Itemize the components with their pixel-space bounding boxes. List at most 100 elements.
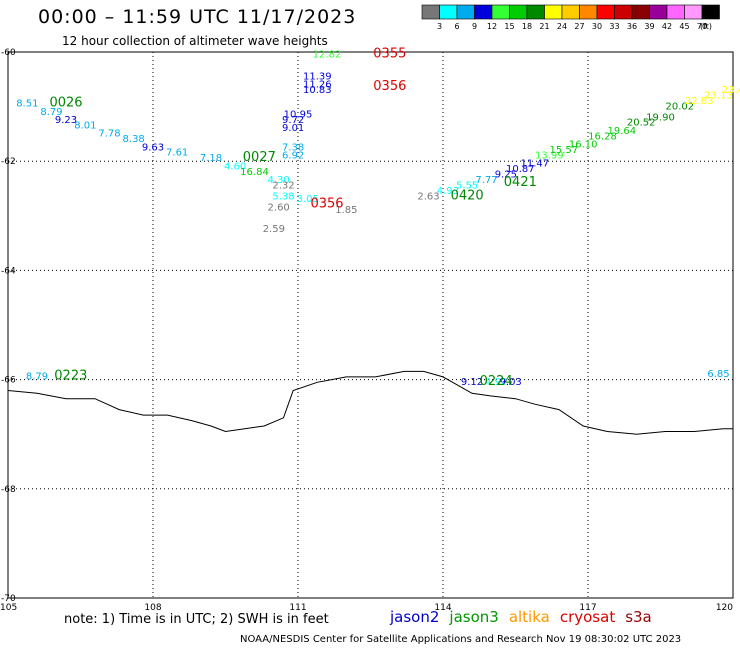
wave-height-label: 9.63 (142, 142, 164, 153)
color-scale-swatch (456, 4, 475, 20)
coastline-path (7, 370, 733, 435)
wave-height-label: 22.83 (685, 96, 714, 107)
wave-height-label: 7.61 (166, 148, 188, 159)
color-scale-swatch (649, 4, 668, 20)
wave-height-label: 5.55 (456, 181, 478, 192)
wave-height-label: 4.93 (437, 186, 459, 197)
wave-height-label: 2.63 (417, 191, 439, 202)
satellite-legend-item: cryosat (559, 608, 616, 626)
wave-height-label: 20.02 (666, 101, 695, 112)
wave-height-label: 15.57 (550, 145, 579, 156)
wave-height-label: 7.38 (282, 142, 304, 153)
color-scale-swatch (666, 4, 685, 20)
wave-height-label: 7.77 (475, 175, 497, 186)
wave-height-label: 3.05 (297, 194, 319, 205)
satellite-legend-item: jason2 (390, 608, 440, 626)
color-scale-label: 33 (609, 22, 619, 31)
pass-time-label: 0223 (54, 369, 87, 384)
color-scale-swatch (421, 4, 440, 20)
wave-height-label: 9.03 (500, 377, 522, 388)
pass-time-label: 0026 (49, 96, 82, 111)
wave-height-label: 12.82 (313, 49, 342, 60)
plot-border (7, 51, 734, 599)
pass-time-label: 0027 (243, 150, 276, 165)
wave-height-label: 16.84 (240, 167, 269, 178)
wave-height-label: 19.64 (608, 126, 637, 137)
satellite-legend-item: altika (508, 608, 550, 626)
wave-height-label: 9.72 (282, 115, 304, 126)
color-scale-swatch (701, 4, 720, 20)
pass-time-label: 0420 (451, 188, 484, 203)
color-scale-label: 36 (627, 22, 637, 31)
wave-height-label: 8.79 (40, 107, 62, 118)
wave-height-label: 7.18 (200, 153, 222, 164)
color-scale-swatch (561, 4, 580, 20)
color-scale-swatch (509, 4, 528, 20)
pass-time-label: 0224 (480, 374, 513, 389)
wave-height-label: 1.85 (335, 205, 357, 216)
color-scale-label: 15 (504, 22, 514, 31)
wave-height-label: 10.87 (506, 164, 535, 175)
y-tick-label: -60 (1, 48, 16, 58)
footer-credit: NOAA/NESDIS Center for Satellite Applica… (240, 634, 682, 645)
color-scale-label: 3 (437, 22, 442, 31)
wave-height-label: 10.95 (284, 110, 313, 121)
color-scale-legend: 3 6 9 12 15 18 21 24 27 30 33 36 39 42 45 70(ft) (421, 4, 720, 31)
wave-height-label: 4.92 (485, 377, 507, 388)
wave-height-label: 10.83 (303, 85, 332, 96)
color-scale-label: 18 (522, 22, 532, 31)
wave-height-label: 9.23 (55, 115, 77, 126)
pass-time-label: 0356 (310, 197, 343, 212)
wave-height-label: 9.25 (495, 170, 517, 181)
wave-height-label: 2.32 (272, 181, 294, 192)
coastline (7, 370, 733, 435)
color-scale-label: 12 (487, 22, 497, 31)
color-scale-label: 21 (539, 22, 549, 31)
color-scale-label: 24 (557, 22, 567, 31)
wave-height-label: 6.85 (707, 369, 729, 380)
color-scale-swatch (631, 4, 650, 20)
wave-height-label: 16.10 (569, 140, 598, 151)
wave-height-label: 20.52 (627, 118, 656, 129)
color-scale-swatch (596, 4, 615, 20)
x-tick-label: 120 (716, 603, 733, 613)
wave-height-label: 4.60 (224, 161, 246, 172)
color-scale-swatch (526, 4, 545, 20)
plot-frame (7, 51, 734, 599)
wave-height-label: 6.92 (282, 150, 304, 161)
wave-height-label: 8.51 (16, 99, 38, 110)
color-scale-swatch (544, 4, 563, 20)
color-scale-label: 27 (574, 22, 584, 31)
wave-height-label: 11.47 (521, 159, 550, 170)
color-scale-swatch (474, 4, 493, 20)
color-scale-label: 45 (679, 22, 689, 31)
wave-height-label: 8.38 (123, 134, 145, 145)
wave-height-label: 5.38 (272, 191, 294, 202)
satellite-legend-item: jason3 (449, 608, 499, 626)
color-scale-swatch (439, 4, 458, 20)
wave-height-label: 23.4 (722, 85, 740, 96)
wave-height-label: 16.28 (588, 131, 617, 142)
chart-subtitle: 12 hour collection of altimeter wave hei… (62, 34, 328, 48)
color-scale-label: 42 (662, 22, 672, 31)
satellite-legend: jason2 jason3 altika cryosat s3a (390, 608, 652, 626)
y-tick-label: -66 (1, 376, 16, 386)
wave-height-label: 9.12 (461, 377, 483, 388)
pass-time-label: 0356 (373, 79, 406, 94)
wave-height-label: 19.90 (646, 112, 675, 123)
pass-time-label: 0355 (373, 46, 406, 61)
wave-height-label: 8.79 (26, 372, 48, 383)
color-scale-label: 6 (454, 22, 459, 31)
wave-height-label: 11.26 (303, 79, 332, 90)
y-tick-label: -64 (1, 266, 16, 276)
pass-time-label: 0421 (504, 175, 537, 190)
color-scale-label: 9 (472, 22, 477, 31)
x-tick-label: 117 (579, 603, 596, 613)
footer-note: note: 1) Time is in UTC; 2) SWH is in fe… (64, 612, 329, 627)
color-scale-swatch (684, 4, 703, 20)
wave-height-label: 8.01 (74, 120, 96, 131)
color-scale-swatch (579, 4, 598, 20)
x-tick-label: 105 (0, 603, 17, 613)
